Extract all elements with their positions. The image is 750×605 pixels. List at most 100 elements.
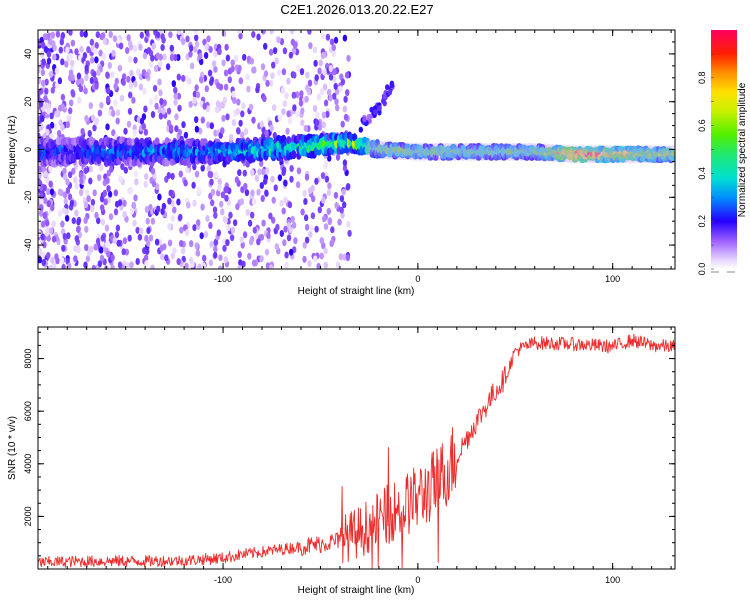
- spectrogram-cell: [266, 232, 271, 240]
- spectrogram-cell: [474, 142, 483, 161]
- spectrogram-cell: [583, 145, 592, 164]
- spectrogram-cell: [312, 46, 318, 54]
- spectrogram-cell: [44, 102, 49, 110]
- spectrogram-cell: [40, 233, 45, 241]
- spectrogram-cell: [66, 232, 71, 240]
- spectrogram-cell: [122, 199, 127, 207]
- spectrogram-cell: [173, 92, 178, 100]
- spectrogram-cell: [194, 116, 199, 124]
- spectrogram-cell: [237, 251, 242, 258]
- spectrogram-cell: [129, 261, 134, 269]
- spectrogram-cell: [173, 86, 178, 94]
- spectrogram-cell: [83, 87, 88, 95]
- spectrogram-cell: [178, 213, 183, 221]
- spectrogram-cell: [166, 172, 171, 179]
- spectrogram-cell: [41, 220, 46, 228]
- spectrogram-cell: [183, 131, 189, 139]
- spectrogram-cell: [325, 110, 330, 118]
- spectrogram-cell: [181, 121, 186, 129]
- spectrogram-cell: [634, 145, 642, 164]
- spectrogram-cell: [268, 48, 274, 56]
- snr-y-axis-label: SNR (10 * v/v): [7, 416, 18, 480]
- spectrogram-cell: [408, 142, 416, 161]
- spectrogram-cell: [323, 223, 329, 231]
- spectrogram-cell: [41, 41, 46, 49]
- spectrogram-cell: [138, 43, 143, 51]
- spectrogram-cell: [295, 110, 300, 118]
- spectrogram-cell: [65, 178, 70, 186]
- spectrogram-cell: [296, 167, 302, 175]
- spectrogram-cell: [226, 224, 231, 232]
- spectrogram-cell: [160, 253, 165, 261]
- spectrogram-cell: [315, 111, 320, 119]
- spectrogram-cell: [71, 217, 77, 225]
- spectrogram-cell: [326, 88, 332, 96]
- spectrogram-cell: [290, 38, 296, 46]
- spectrogram-cell: [146, 239, 151, 247]
- spectrogram-cell: [641, 145, 650, 164]
- spectrogram-cell: [342, 253, 347, 261]
- spectrogram-cell: [275, 223, 280, 231]
- spectrogram-cell: [94, 211, 99, 219]
- spectrogram-cell: [74, 182, 79, 190]
- spectrogram-heatmap: [38, 30, 675, 269]
- spectrogram-cell: [187, 77, 192, 85]
- spectrogram-cell: [83, 167, 88, 175]
- spectrogram-cell: [174, 125, 179, 133]
- spectrogram-cell: [256, 188, 261, 196]
- spectrogram-cell: [670, 155, 675, 162]
- spectrogram-cell: [400, 142, 409, 161]
- spectrogram-cell: [200, 116, 205, 124]
- spectrogram-cell: [195, 91, 201, 99]
- spectrogram-cell: [84, 244, 89, 252]
- spectrogram-cell: [257, 168, 262, 176]
- spectrogram-cell: [291, 221, 297, 229]
- spectrogram-cell: [345, 71, 350, 79]
- spectrogram-cell: [200, 203, 205, 211]
- spectrogram-cell: [90, 198, 96, 206]
- spectrogram-cell: [217, 184, 222, 192]
- spectrogram-cell: [264, 248, 270, 256]
- spectrogram-cell: [223, 69, 229, 77]
- spectrogram-cell: [223, 256, 228, 264]
- spectrogram-cell: [121, 248, 126, 256]
- spectrogram-cell: [42, 33, 48, 41]
- spectrogram-cell: [342, 105, 347, 113]
- spectrogram-cell: [307, 30, 312, 35]
- spectrogram-cell: [154, 238, 160, 246]
- spectrogram-cell: [277, 69, 282, 77]
- spectrogram-cell: [84, 189, 90, 197]
- spectrogram-cell: [97, 109, 103, 117]
- spectrogram-cell: [112, 237, 118, 244]
- spectrogram-cell: [213, 65, 218, 73]
- spectrogram-cell: [610, 145, 619, 164]
- spectrogram-cell: [233, 54, 239, 62]
- spectrogram-cell: [333, 191, 339, 199]
- spectrogram-ticks: -100 0 100 -40 -20 0 20 40: [23, 29, 675, 284]
- spectrogram-cell: [556, 144, 565, 163]
- spectrogram-cell: [210, 199, 215, 207]
- colorbar-tick-label: 0.2: [697, 215, 707, 228]
- spectrogram-cell: [62, 167, 67, 175]
- spectrogram-cell: [61, 263, 66, 269]
- spectrogram-cell: [326, 207, 331, 215]
- spectrogram-cell: [164, 254, 169, 262]
- spectrogram-cell: [587, 145, 596, 164]
- spectrogram-cell: [333, 82, 338, 90]
- spectrogram-cell: [93, 243, 98, 251]
- spectrogram-cell: [96, 217, 101, 225]
- spectrogram-cell: [431, 142, 440, 161]
- spectrogram-cell: [92, 70, 97, 78]
- spectrogram-cell: [259, 120, 264, 128]
- spectrogram-cell: [595, 145, 603, 164]
- spectrogram-cell: [148, 61, 154, 69]
- spectrogram-cell: [269, 30, 274, 35]
- spectrogram-cell: [342, 164, 348, 172]
- spectrogram-cell: [284, 261, 289, 269]
- spectrogram-cell: [74, 209, 79, 217]
- spectrogram-cell: [262, 95, 267, 103]
- snr-y-tick-label: 8000: [23, 349, 33, 369]
- spectrogram-cell: [343, 95, 348, 103]
- spectrogram-cell: [63, 197, 68, 205]
- spectrogram-cell: [300, 107, 305, 115]
